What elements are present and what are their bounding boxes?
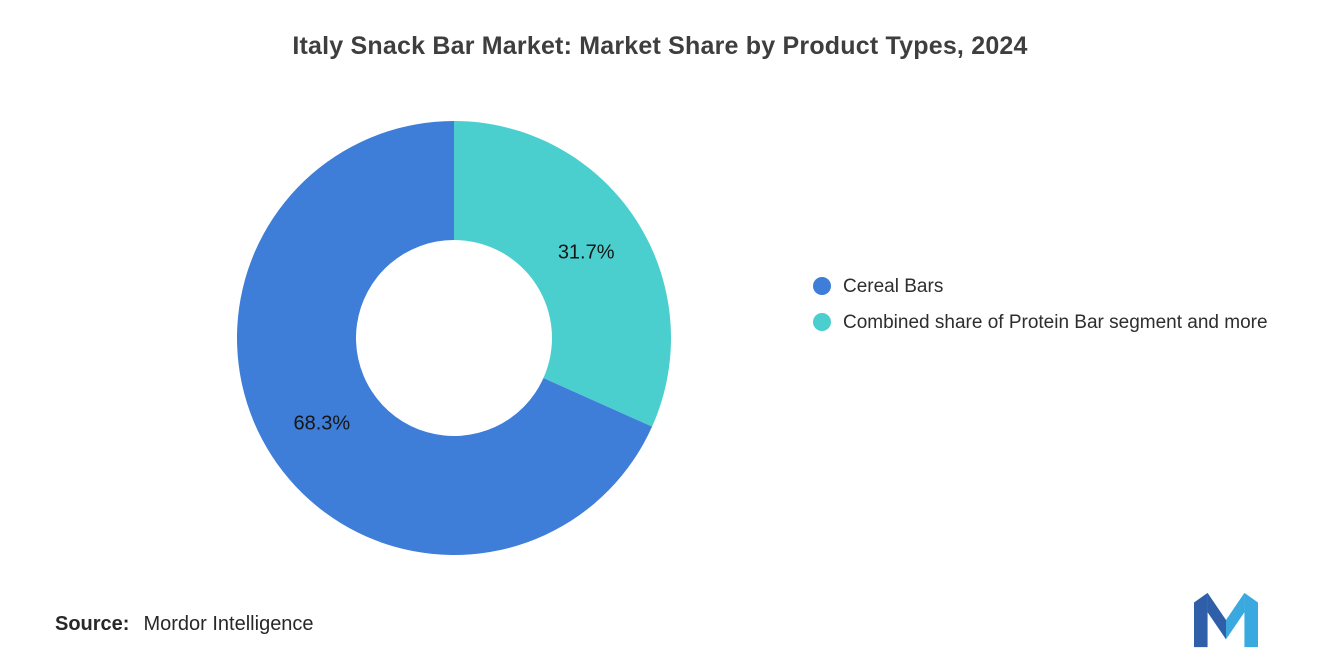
donut-slice-cereal-bars — [236, 121, 653, 555]
mordor-intelligence-logo — [1194, 590, 1258, 648]
legend: Cereal Bars Combined share of Protein Ba… — [813, 272, 1295, 345]
legend-label-protein-bar-combined: Combined share of Protein Bar segment an… — [843, 312, 1268, 334]
legend-label-cereal-bars: Cereal Bars — [843, 276, 944, 297]
legend-item-protein-bar-combined: Combined share of Protein Bar segment an… — [813, 308, 1295, 337]
chart-title: Italy Snack Bar Market: Market Share by … — [292, 32, 1028, 60]
donut-slice-value-cereal-bars: 68.3% — [293, 413, 350, 435]
donut-chart-svg: 31.7% 68.3% — [236, 121, 671, 555]
donut-slice-value-combined-share-of-protein-bar-segment-an: 31.7% — [558, 241, 615, 263]
source-name: Mordor Intelligence — [143, 613, 314, 635]
source-prefix: Source: — [55, 613, 130, 635]
donut-slice-combined-share-of-protein-bar-segment-an — [454, 121, 671, 427]
donut-chart: 31.7% 68.3% — [236, 120, 672, 556]
legend-swatch-cereal-bars — [813, 277, 831, 295]
legend-swatch-protein-bar-combined — [813, 313, 831, 332]
source-line: Source: Mordor Intelligence — [55, 613, 314, 636]
legend-item-cereal-bars: Cereal Bars — [813, 272, 1295, 301]
logo-m-icon — [1194, 592, 1258, 648]
